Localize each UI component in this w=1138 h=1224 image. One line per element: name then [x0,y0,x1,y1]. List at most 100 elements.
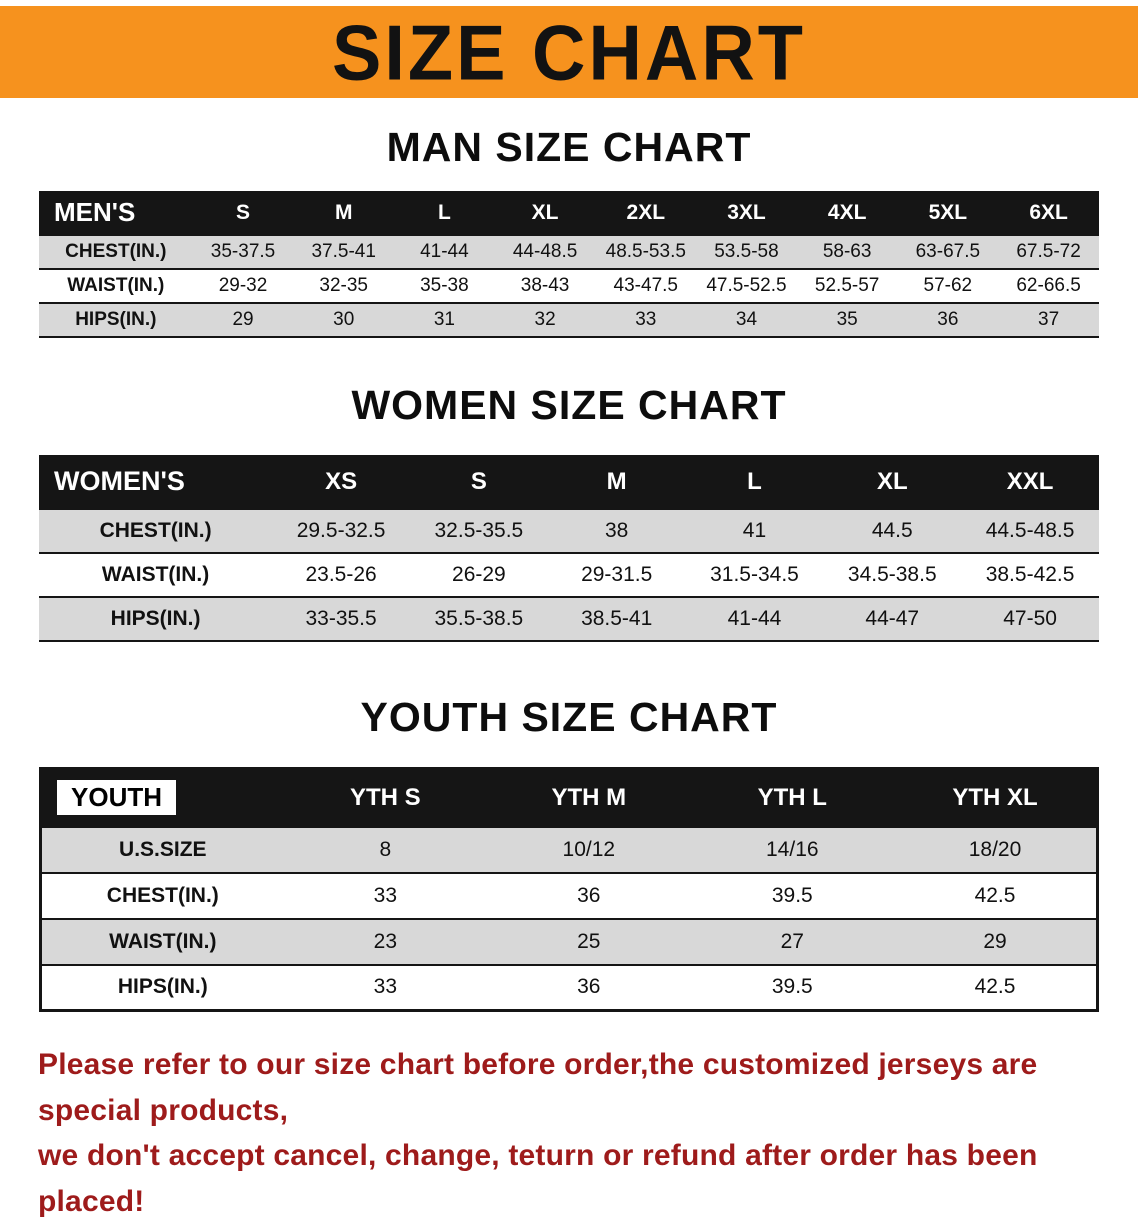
size-value: 44.5-48.5 [985,519,1075,542]
size-value: 38.5-41 [581,607,653,630]
size-value: 26-29 [452,563,506,586]
size-column-header: M [606,467,627,495]
size-value: 37 [1038,309,1060,330]
size-value: 38 [605,519,629,542]
row-label: CHEST(IN.) [99,519,212,542]
size-value: 32-35 [319,275,369,296]
size-column-header: L [747,467,762,495]
size-value: 44.5 [871,519,913,542]
size-value: 41 [742,519,767,542]
size-value: 33 [635,309,657,330]
size-column-header: 5XL [928,200,968,224]
table-title-text: MEN'S [54,197,136,227]
size-value: 41-44 [420,241,469,262]
size-column-header: XL [531,200,559,224]
size-chart-page: SIZE CHART MAN SIZE CHART MEN'S S M L XL 2XL 3… [0,6,1138,1218]
size-value: 31 [433,309,455,330]
size-value: 47.5-52.5 [706,275,787,296]
size-value: 63-67.5 [915,241,981,262]
men-size-table: MEN'S S M L XL 2XL 3XL 4XL 5XL 6XL CHEST(IN.) 35-37… [39,191,1099,338]
row-label: WAIST(IN.) [101,563,210,586]
row-label: HIPS(IN.) [117,975,208,999]
size-value: 31.5-34.5 [710,563,799,586]
size-value: 52.5-57 [814,275,880,296]
size-value: 33 [373,883,398,907]
table-title-text: WOMEN'S [54,466,185,496]
size-column-header: 3XL [727,200,766,224]
size-value: 39.5 [771,883,813,907]
table-title-text: YOUTH [57,780,176,816]
size-value: 34 [735,309,758,330]
row-label: WAIST(IN.) [109,929,217,953]
size-value: 14/16 [766,837,819,861]
row-label: CHEST(IN.) [65,241,167,262]
page-title: SIZE CHART [332,8,806,96]
size-value: 36 [577,975,601,999]
size-column-header: XL [876,467,908,495]
size-value: 38.5-42.5 [985,563,1075,586]
size-value: 10/12 [562,837,616,861]
table-title-cell: YOUTH [41,769,284,827]
measurement-row: CHEST(IN.) 35-37.5 37.5-41 41-44 44-48.5 48.5… [39,235,1099,269]
measurement-row: HIPS(IN.) 33 36 39.5 42.5 [40,964,1098,1011]
size-column-header: XS [325,467,358,495]
size-value: 42.5 [974,883,1016,907]
size-value: 39.5 [771,975,813,999]
measurement-row: HIPS(IN.) 29 30 31 32 33 34 35 36 37 [39,303,1099,337]
size-column-header: 2XL [626,200,666,224]
size-value: 33 [373,975,398,999]
measurement-row: WAIST(IN.) 29-32 32-35 35-38 38-43 43-47.5 47.… [39,269,1099,303]
table-header-row: WOMEN'S XS S M L XL XXL [39,455,1099,509]
size-value: 35-38 [420,275,469,296]
size-value: 35 [836,309,858,330]
youth-section: YOUTH SIZE CHART YOUTH YTH S YTH M YTH L YTH… [0,694,1138,1012]
size-value: 29-32 [218,275,268,296]
youth-size-table: YOUTH YTH S YTH M YTH L YTH XL U.S.SIZE 8 10/12… [39,767,1099,1012]
size-value: 58-63 [822,241,872,262]
size-value: 29.5-32.5 [296,519,386,542]
size-column-header: S [470,467,487,495]
row-label: HIPS(IN.) [110,607,201,630]
measurement-row: U.S.SIZE 8 10/12 14/16 18/20 [40,826,1098,873]
size-value: 34.5-38.5 [847,563,937,586]
men-section-heading: MAN SIZE CHART [386,124,752,170]
size-value: 37.5-41 [311,241,376,262]
size-value: 44-48.5 [512,241,578,262]
size-value: 8 [379,837,392,861]
size-value: 48.5-53.5 [605,241,686,262]
size-column-header: YTH XL [952,783,1038,811]
women-size-table: WOMEN'S XS S M L XL XXL CHEST(IN.) 29.5-32.5 32.5… [39,455,1099,642]
size-value: 41-44 [727,607,782,630]
banner: SIZE CHART [0,6,1138,98]
size-column-header: YTH L [757,783,827,811]
size-value: 38-43 [520,275,570,296]
row-label: U.S.SIZE [119,837,207,861]
footer-note: Please refer to our size chart before or… [38,1042,1100,1224]
row-label: HIPS(IN.) [75,309,157,330]
size-value: 25 [577,929,601,953]
table-header-row: MEN'S S M L XL 2XL 3XL 4XL 5XL 6XL [39,191,1099,235]
size-value: 44-47 [865,607,920,630]
size-value: 62-66.5 [1016,275,1081,296]
size-value: 23 [373,929,398,953]
size-value: 27 [780,929,804,953]
size-value: 29-31.5 [581,563,653,586]
men-section: MAN SIZE CHART MEN'S S M L XL 2XL 3XL 4XL 5XL 6XL… [0,124,1138,338]
measurement-row: CHEST(IN.) 29.5-32.5 32.5-35.5 38 41 44.5 44.5… [39,509,1099,553]
size-column-header: S [236,200,251,224]
table-header-row: YOUTH YTH S YTH M YTH L YTH XL [40,768,1098,827]
footer-note-line: Please refer to our size chart before or… [38,1048,1038,1127]
size-value: 29 [232,309,254,330]
size-column-header: 6XL [1029,200,1068,224]
size-column-header: 4XL [827,200,867,224]
size-value: 36 [577,883,601,907]
size-column-header: YTH S [350,783,421,811]
size-value: 53.5-58 [714,241,779,262]
row-label: WAIST(IN.) [67,275,165,296]
size-column-header: M [334,200,353,224]
measurement-row: WAIST(IN.) 23 25 27 29 [40,918,1098,965]
measurement-row: WAIST(IN.) 23.5-26 26-29 29-31.5 31.5-34.5 34… [39,553,1099,597]
women-section-heading: WOMEN SIZE CHART [351,382,787,428]
size-value: 30 [333,309,355,330]
size-column-header: XXL [1006,467,1054,495]
